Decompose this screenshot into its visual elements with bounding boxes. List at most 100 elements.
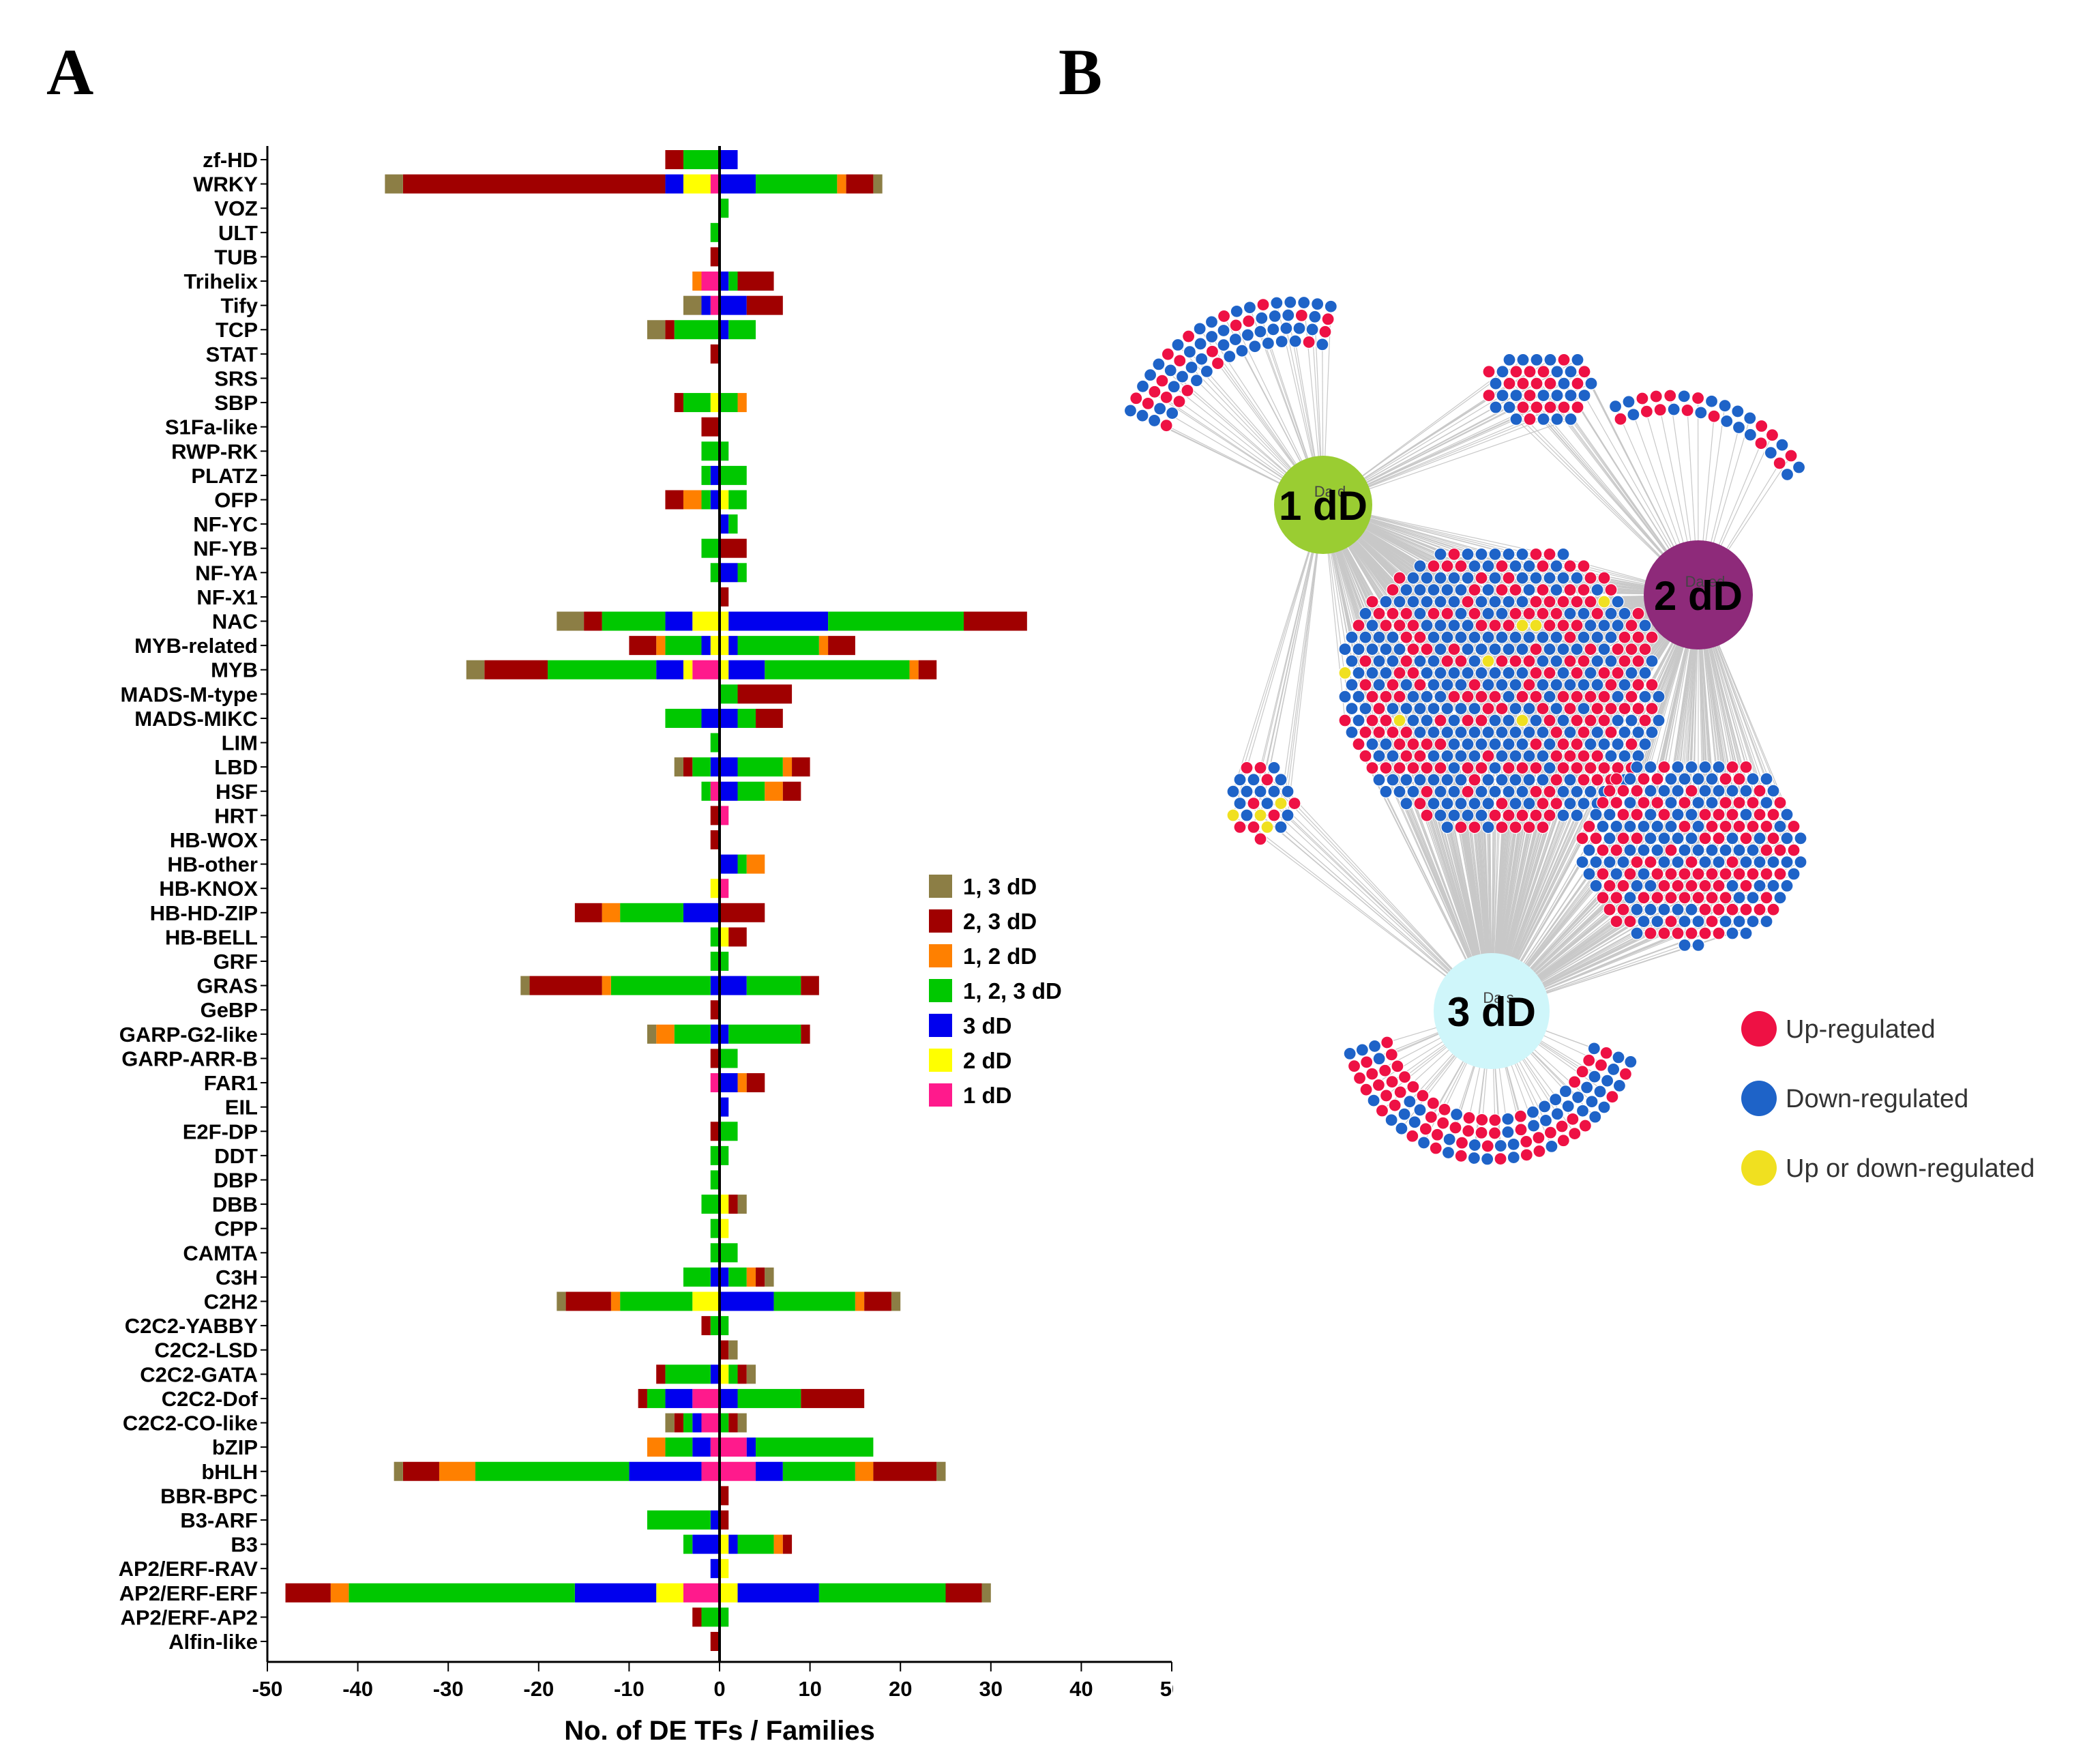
gene-node bbox=[1515, 642, 1529, 656]
gene-node bbox=[1585, 1095, 1599, 1109]
bar-segment bbox=[629, 1461, 702, 1481]
gene-node bbox=[1698, 926, 1712, 940]
gene-node bbox=[1143, 368, 1157, 382]
gene-node bbox=[1584, 690, 1597, 703]
bar-segment bbox=[720, 1267, 729, 1287]
gene-node bbox=[1685, 784, 1698, 798]
gene-node bbox=[1195, 352, 1209, 366]
gene-node bbox=[1434, 642, 1447, 656]
gene-node bbox=[1616, 879, 1630, 893]
gene-node bbox=[1545, 1139, 1558, 1153]
gene-node bbox=[1434, 666, 1447, 680]
gene-node bbox=[1597, 1100, 1611, 1114]
gene-node bbox=[1644, 808, 1657, 821]
gene-node bbox=[1447, 595, 1461, 609]
bar-segment bbox=[737, 1388, 801, 1408]
bar-segment bbox=[683, 660, 693, 679]
gene-node bbox=[1522, 559, 1536, 573]
gene-node bbox=[1372, 1052, 1386, 1066]
gene-node bbox=[1440, 820, 1454, 834]
gene-node bbox=[1447, 619, 1461, 632]
bar-segment bbox=[557, 611, 585, 631]
gene-node bbox=[1644, 760, 1657, 774]
gene-node bbox=[1488, 1126, 1502, 1140]
gene-node bbox=[1434, 714, 1447, 727]
bar-segment bbox=[873, 174, 883, 194]
gene-node bbox=[1515, 714, 1529, 727]
bar-segment bbox=[710, 295, 720, 315]
gene-node bbox=[1275, 335, 1288, 349]
gene-node bbox=[1611, 714, 1625, 727]
gene-node bbox=[1618, 630, 1631, 644]
bar-segment bbox=[728, 611, 829, 631]
gene-node bbox=[1637, 891, 1651, 905]
gene-node bbox=[1584, 785, 1597, 799]
bar-segment bbox=[828, 636, 855, 656]
gene-node bbox=[1760, 772, 1773, 786]
net-legend-dot bbox=[1741, 1081, 1777, 1116]
bar-segment bbox=[720, 1291, 774, 1311]
category-label: EIL bbox=[225, 1096, 258, 1120]
gene-node bbox=[1773, 843, 1787, 857]
gene-node bbox=[1393, 571, 1406, 585]
legend-label: 3 dD bbox=[963, 1013, 1012, 1038]
gene-node bbox=[1468, 749, 1481, 763]
gene-node bbox=[1393, 714, 1406, 727]
gene-node bbox=[1166, 406, 1179, 420]
network-edge bbox=[1280, 504, 1324, 828]
gene-node bbox=[1475, 808, 1488, 822]
gene-node bbox=[1352, 737, 1365, 751]
bar-segment bbox=[728, 660, 765, 679]
gene-node bbox=[1596, 795, 1610, 810]
gene-node bbox=[1536, 654, 1550, 668]
category-label: VOZ bbox=[214, 196, 258, 220]
bar-segment bbox=[720, 514, 729, 534]
gene-node bbox=[1536, 820, 1550, 834]
gene-node bbox=[1419, 1122, 1432, 1136]
gene-node bbox=[1427, 701, 1440, 716]
gene-node bbox=[1591, 630, 1604, 644]
bar-segment bbox=[710, 393, 720, 413]
gene-node bbox=[1597, 619, 1611, 632]
bar-segment bbox=[737, 1364, 747, 1384]
gene-node bbox=[1454, 773, 1468, 787]
x-tick-label: -10 bbox=[614, 1677, 645, 1701]
gene-node bbox=[1426, 1096, 1440, 1110]
gene-node bbox=[1413, 701, 1427, 716]
gene-node bbox=[1671, 879, 1685, 893]
gene-node bbox=[1773, 795, 1787, 810]
category-label: STAT bbox=[206, 342, 258, 366]
gene-node bbox=[1400, 678, 1413, 692]
gene-node bbox=[1507, 1137, 1520, 1151]
gene-node bbox=[1597, 761, 1611, 775]
gene-node bbox=[1343, 1047, 1357, 1060]
bar-segment bbox=[692, 1413, 702, 1433]
gene-node bbox=[1420, 642, 1434, 656]
category-label: SRS bbox=[214, 366, 258, 390]
category-label: C2H2 bbox=[204, 1290, 258, 1314]
bar-segment bbox=[782, 781, 801, 801]
gene-node bbox=[1380, 1036, 1394, 1049]
gene-node bbox=[1447, 571, 1461, 585]
gene-node bbox=[1691, 843, 1705, 857]
gene-node bbox=[1618, 606, 1631, 621]
bar-segment bbox=[665, 174, 683, 194]
gene-node bbox=[1536, 701, 1550, 716]
gene-node bbox=[1434, 690, 1447, 703]
gene-node bbox=[1529, 642, 1543, 656]
gene-node bbox=[1529, 595, 1543, 609]
gene-node bbox=[1347, 1059, 1361, 1073]
bar-segment bbox=[683, 150, 720, 169]
gene-node bbox=[1705, 843, 1719, 857]
gene-node bbox=[1612, 1079, 1626, 1093]
gene-node bbox=[1766, 903, 1780, 916]
gene-node bbox=[1536, 606, 1550, 621]
gene-node bbox=[1468, 606, 1481, 621]
gene-node bbox=[1345, 654, 1359, 668]
gene-node bbox=[1773, 867, 1787, 881]
gene-node bbox=[1352, 690, 1365, 703]
bar-segment bbox=[720, 879, 729, 898]
gene-node bbox=[1378, 1064, 1392, 1077]
gene-node bbox=[1719, 843, 1732, 857]
bar-segment bbox=[574, 1583, 657, 1603]
